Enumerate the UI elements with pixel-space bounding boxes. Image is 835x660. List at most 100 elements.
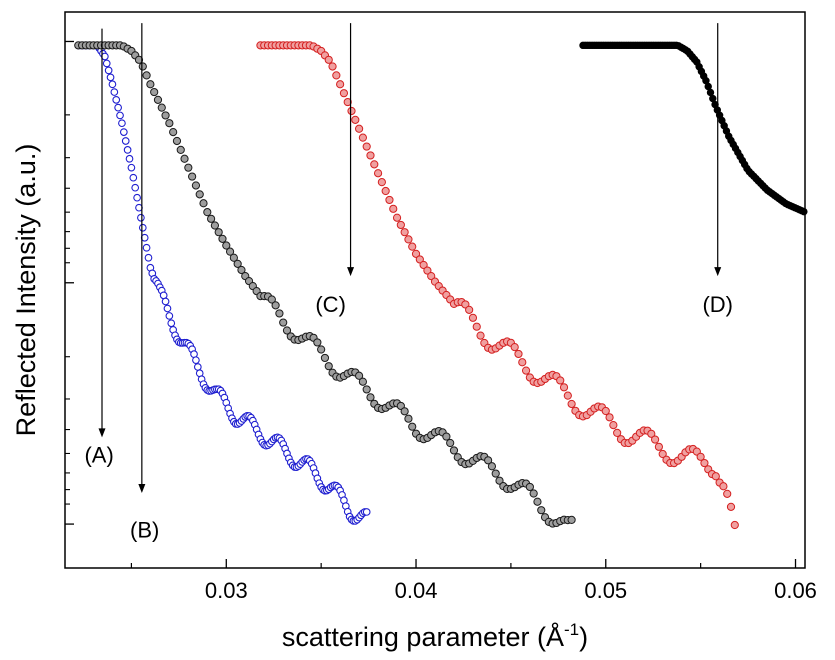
data-point-B (313, 338, 322, 347)
annotation-arrow-head (347, 267, 355, 277)
data-point-C (373, 169, 383, 178)
data-point-C (419, 260, 428, 270)
x-tick-label: 0.05 (584, 578, 627, 603)
annotation-layer: (A) (B) (C) (D) (84, 23, 733, 542)
annotation-arrow-head (714, 267, 722, 277)
x-axis-label-close: ) (579, 622, 588, 652)
annotation-label-D: (D) (702, 292, 733, 317)
data-point-C (609, 421, 618, 430)
series-C (256, 41, 739, 530)
data-point-C (324, 55, 333, 64)
data-point-B (317, 345, 326, 354)
data-point-C (396, 220, 405, 230)
data-point-C (647, 429, 656, 438)
data-point-C (332, 71, 341, 80)
x-tick-label: 0.03 (205, 578, 248, 603)
data-point-C (723, 489, 732, 498)
data-point-B (180, 154, 189, 163)
data-point-C (362, 142, 371, 151)
data-point-C (567, 399, 576, 409)
data-point-B (146, 80, 155, 89)
data-point-B (362, 385, 371, 394)
data-point-B (191, 181, 201, 190)
data-point-B (134, 55, 144, 64)
data-point-A (127, 163, 136, 172)
data-point-B (161, 111, 170, 120)
data-point-A (138, 223, 147, 232)
series-D (579, 41, 808, 216)
data-point-C (601, 406, 610, 416)
data-point-A (114, 103, 122, 112)
data-point-C (339, 89, 349, 98)
data-point-A (121, 137, 130, 145)
data-point-A (165, 312, 174, 320)
x-tick-label: 0.06 (774, 578, 817, 603)
data-point-A (106, 73, 115, 82)
data-point-B (404, 414, 413, 423)
series-B (74, 41, 576, 528)
data-point-B (142, 71, 151, 80)
data-point-B (279, 318, 288, 327)
data-point-B (442, 432, 451, 441)
data-point-C (711, 472, 720, 481)
data-point-C (472, 322, 481, 331)
data-point-B (165, 119, 174, 128)
data-point-D (800, 207, 808, 216)
data-point-B (218, 234, 227, 243)
data-point-B (320, 353, 330, 363)
x-tick-label: 0.04 (395, 578, 438, 603)
data-point-B (366, 393, 375, 402)
data-point-B (275, 309, 284, 318)
data-point-B (533, 497, 542, 506)
data-point-C (381, 186, 390, 196)
data-point-B (267, 295, 276, 304)
x-axis-label-superscript: -1 (564, 620, 579, 639)
data-point-B (225, 247, 235, 256)
data-point-B (210, 221, 219, 230)
data-point-A (118, 119, 126, 128)
data-point-B (184, 163, 193, 172)
data-point-C (613, 428, 622, 437)
data-layer (74, 41, 808, 530)
data-point-B (495, 476, 504, 485)
data-point-A (142, 243, 151, 252)
data-point-A (192, 356, 200, 365)
data-point-C (358, 133, 367, 142)
data-point-A (144, 253, 153, 262)
data-point-A (119, 128, 128, 136)
data-point-C (658, 449, 667, 459)
data-point-C (719, 482, 728, 491)
data-point-B (396, 401, 405, 411)
data-point-A (104, 66, 113, 75)
data-point-B (446, 438, 455, 448)
series-A (74, 41, 371, 525)
data-point-B (271, 301, 280, 310)
data-point-B (567, 515, 576, 525)
data-point-C (696, 452, 705, 461)
data-point-A (167, 319, 176, 328)
data-point-B (355, 371, 364, 380)
data-point-C (521, 366, 531, 375)
data-point-B (324, 362, 333, 371)
data-point-C (404, 235, 413, 244)
data-point-C (408, 242, 417, 251)
data-point-A (131, 183, 140, 192)
annotation-arrow-head (98, 428, 106, 438)
data-point-C (510, 342, 519, 352)
data-point-C (700, 458, 709, 468)
data-point-B (229, 253, 238, 262)
y-axis-label: Reflected Intensity (a.u.) (11, 144, 41, 437)
data-point-C (415, 255, 424, 264)
data-point-A (362, 508, 371, 516)
data-point-A (129, 173, 138, 182)
data-point-C (370, 160, 379, 169)
data-point-C (411, 249, 421, 258)
data-point-C (559, 383, 569, 392)
annotation-label-C: (C) (315, 292, 346, 317)
data-point-B (408, 422, 417, 431)
data-point-C (563, 391, 572, 400)
data-point-B (233, 259, 242, 268)
annotation-label-B: (B) (130, 517, 159, 542)
data-point-A (163, 304, 172, 313)
data-point-A (102, 59, 111, 68)
